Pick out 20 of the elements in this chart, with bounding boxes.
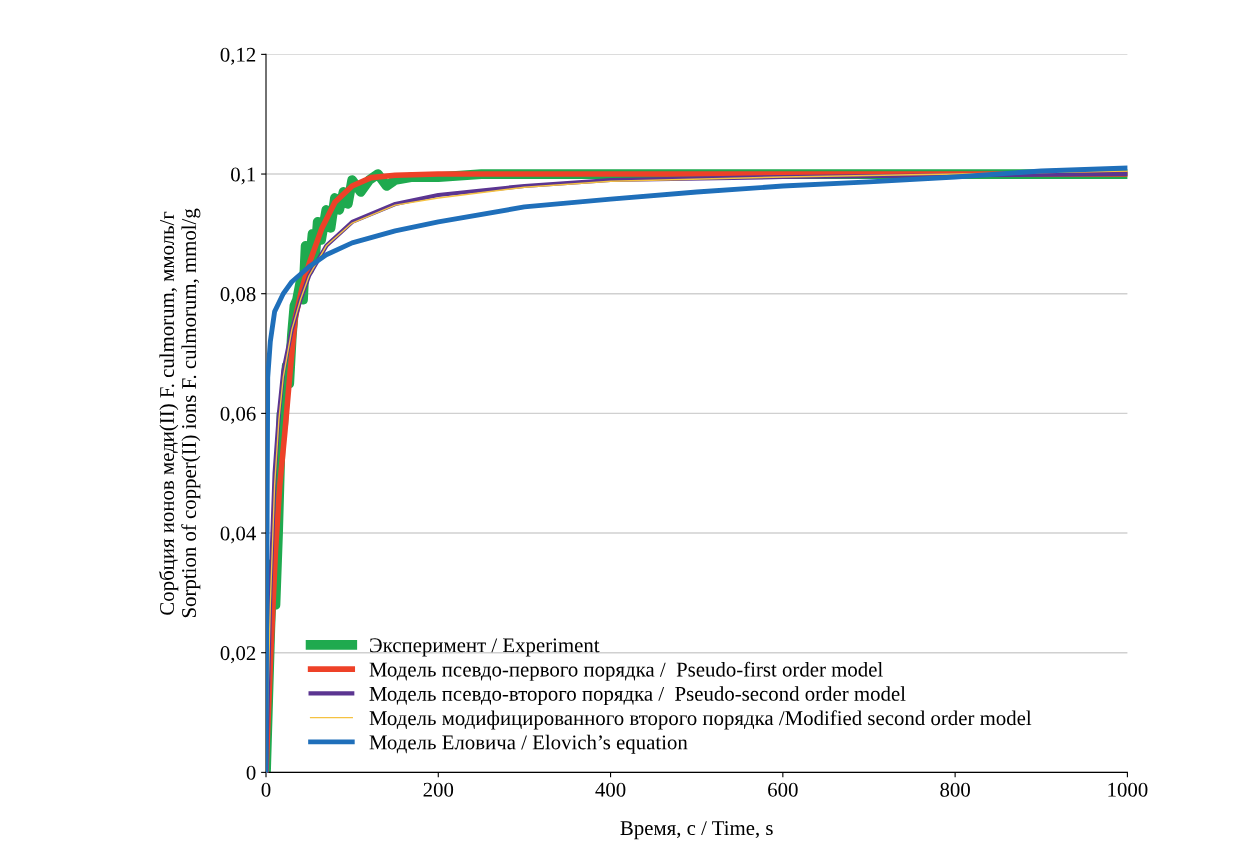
legend-label: Модель псевдо-первого порядка / Pseudo-first order model	[369, 661, 883, 681]
legend-label: Эксперимент / Experiment	[370, 638, 600, 657]
legend-label: Модель модифицированного второго порядка /Modified second order model	[369, 710, 1032, 730]
y-tick-label: 0,02	[220, 646, 256, 664]
y-axis-title: Сорбция ионов меди(II) F. culmorum, ммоль/г Sorption of copper(II) ions F. culmorum, mmol/g	[158, 208, 201, 618]
x-tick-label: 200	[423, 782, 454, 797]
y-tick-label: 0	[246, 765, 256, 780]
y-tick-label: 0,04	[220, 526, 256, 544]
x-tick-label: 600	[768, 782, 798, 797]
legend-label: Модель псевдо-второго порядка / Pseudo-second order model	[369, 686, 906, 706]
y-tick-label: 0,1	[231, 167, 256, 185]
x-tick-label: 800	[940, 782, 970, 797]
x-tick-label: 0	[261, 782, 271, 797]
x-tick-label: 1000	[1108, 782, 1148, 797]
y-tick-label: 0,06	[220, 406, 256, 424]
x-tick-label: 400	[595, 782, 626, 797]
x-axis-title: Время, с / Time, s	[620, 821, 773, 840]
y-tick-label: 0,12	[220, 47, 256, 65]
legend-label: Модель Еловича / Elovich’s equation	[369, 734, 688, 754]
y-tick-label: 0,08	[220, 287, 256, 305]
